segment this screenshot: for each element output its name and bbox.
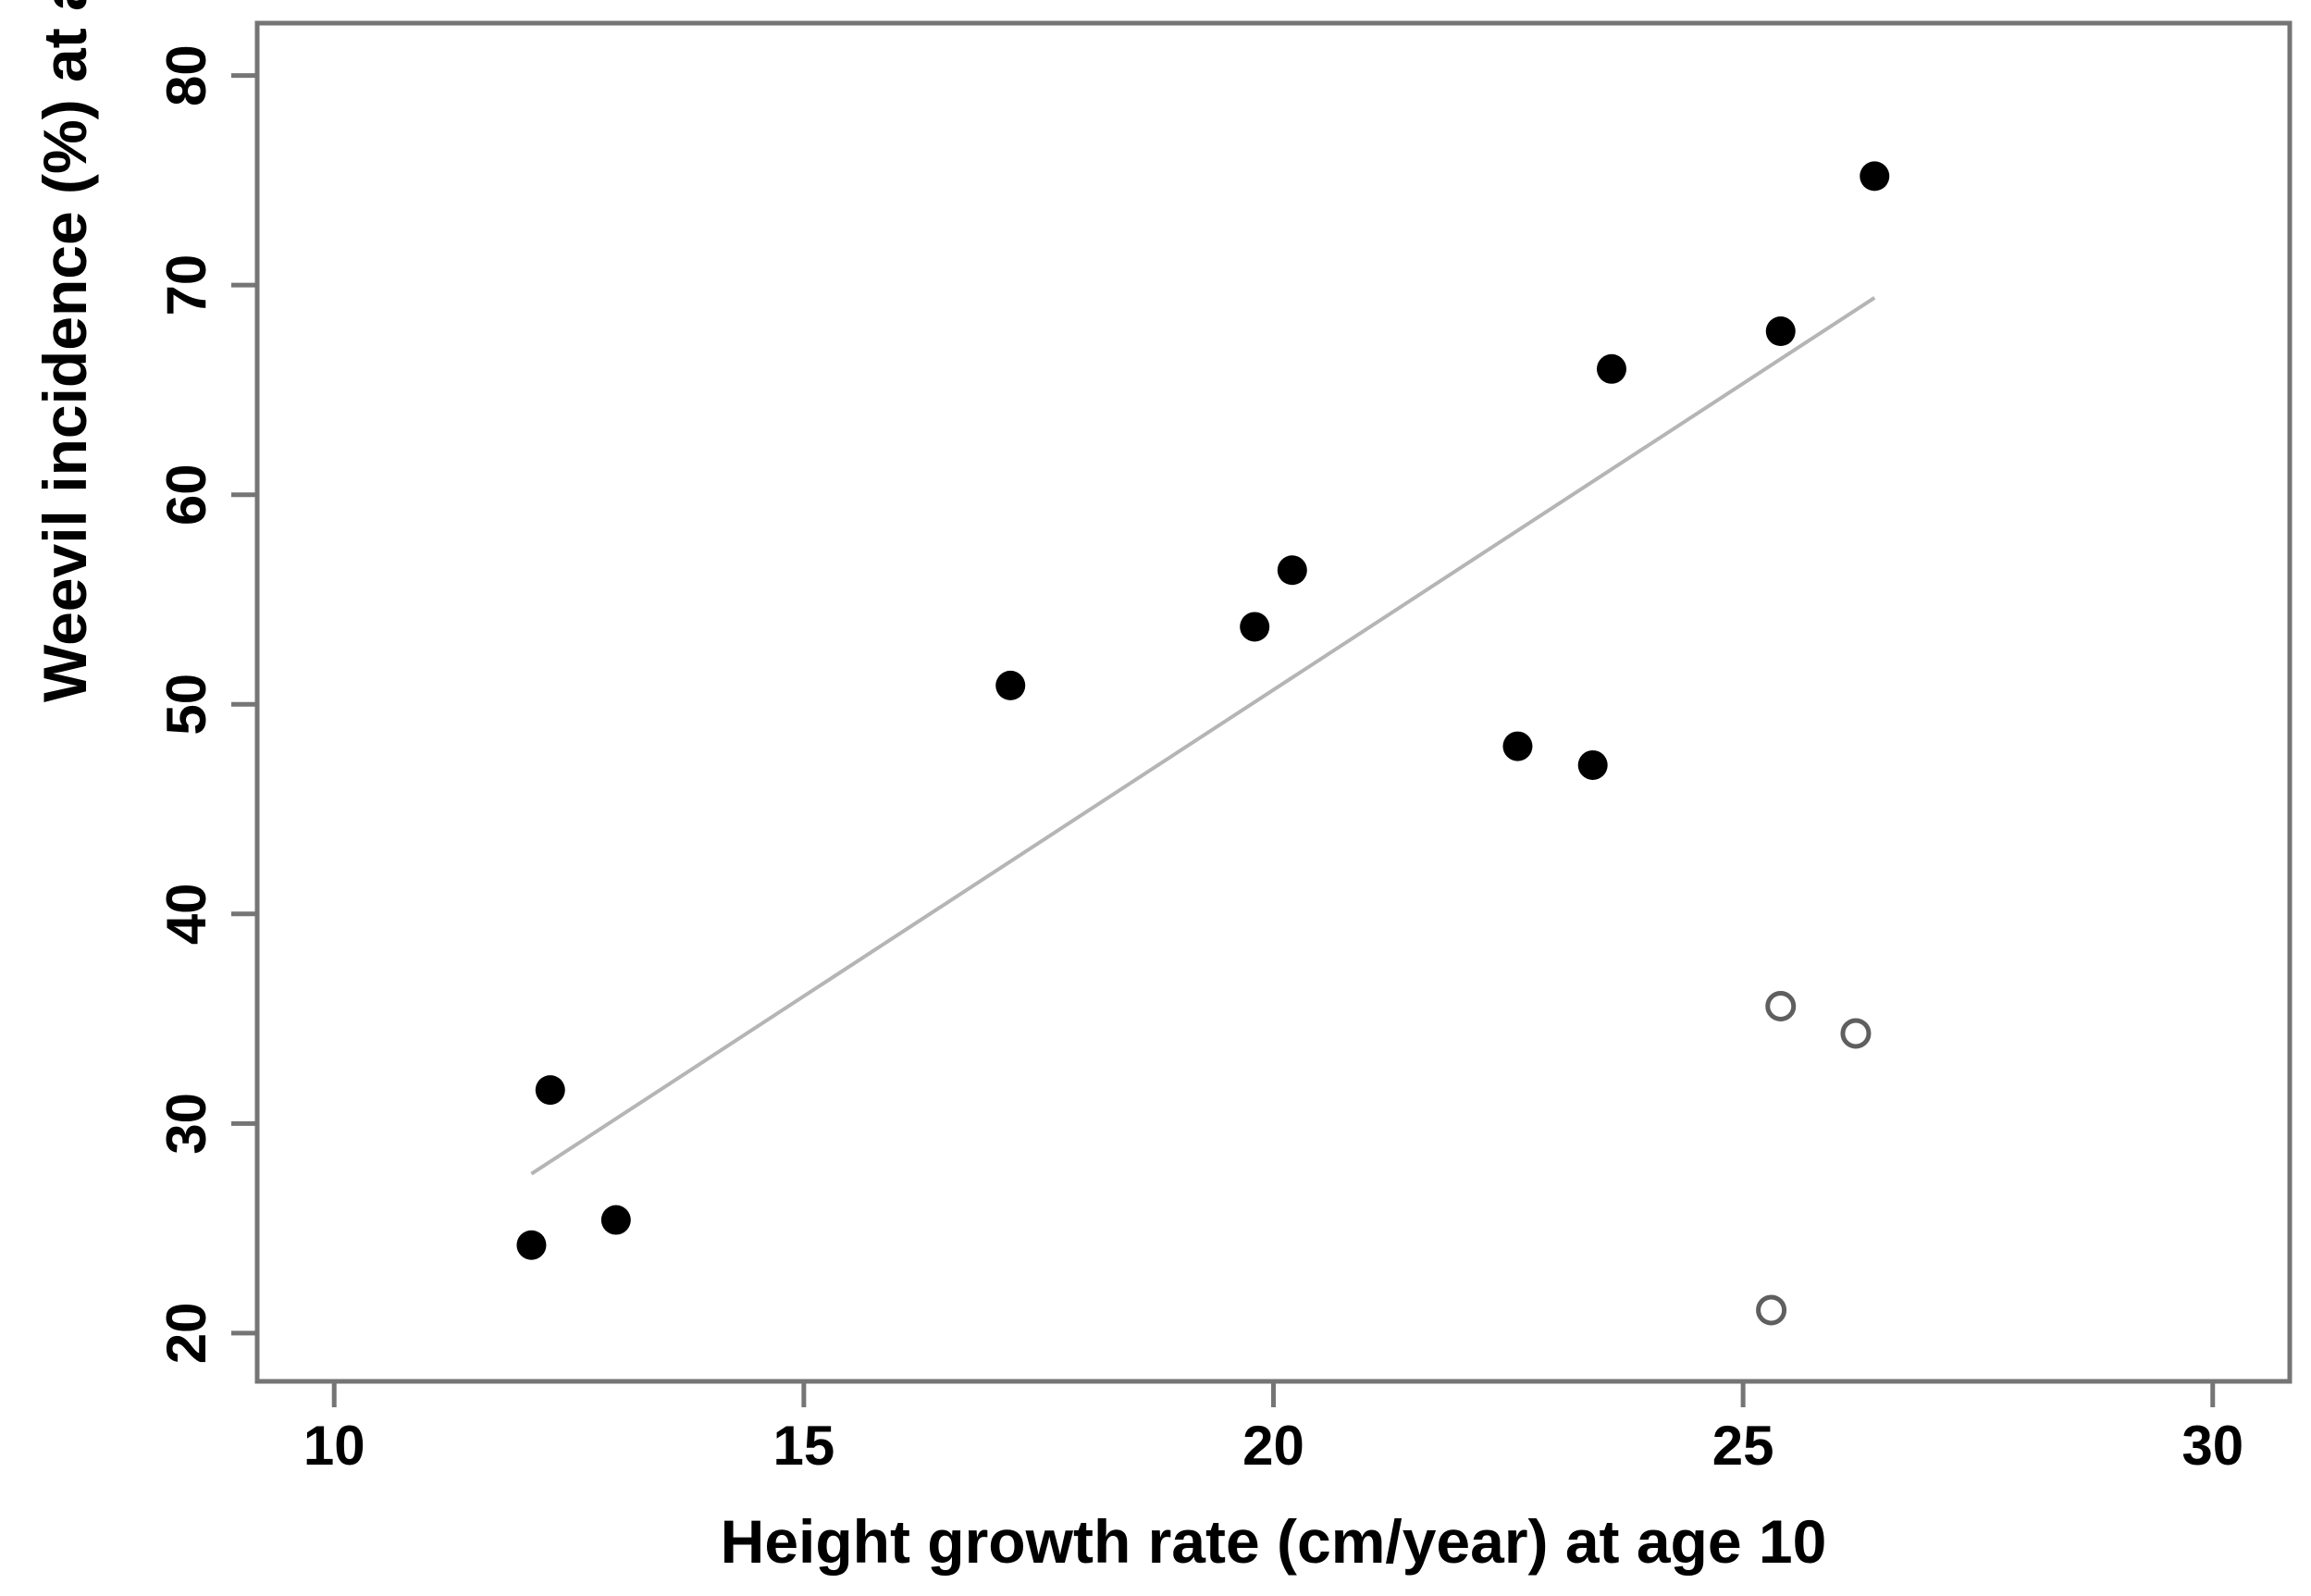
trend-line	[530, 296, 1876, 1176]
data-point-filled	[1596, 353, 1626, 384]
data-point-open	[1765, 990, 1797, 1021]
data-point-filled	[1240, 612, 1270, 642]
data-point-open	[1840, 1018, 1872, 1049]
x-tick-label: 10	[303, 1415, 365, 1477]
y-tick-label: 60	[155, 464, 217, 526]
x-axis-title: Height growth rate (cm/year) at age 10	[720, 1507, 1827, 1576]
data-point-filled	[1765, 316, 1796, 347]
y-tick-label: 70	[155, 254, 217, 316]
data-point-filled	[1577, 749, 1608, 780]
data-point-filled	[1502, 731, 1533, 761]
y-tick-label: 30	[155, 1093, 217, 1155]
y-tick-label: 40	[155, 883, 217, 945]
data-point-filled	[535, 1075, 565, 1106]
x-tick-label: 20	[1242, 1415, 1304, 1477]
data-point-filled	[1277, 555, 1307, 586]
y-tick-label: 20	[155, 1303, 217, 1365]
x-tick-label: 15	[773, 1415, 835, 1477]
data-point-filled	[995, 670, 1026, 700]
data-point-open	[1756, 1294, 1787, 1326]
y-tick-label: 80	[155, 44, 217, 106]
data-point-filled	[600, 1205, 631, 1235]
plot-border	[254, 20, 2292, 1384]
x-tick-label: 25	[1712, 1415, 1774, 1477]
data-point-filled	[516, 1230, 547, 1260]
y-tick-label: 50	[155, 674, 217, 736]
x-tick-label: 30	[2181, 1415, 2243, 1477]
data-point-filled	[1860, 161, 1890, 192]
